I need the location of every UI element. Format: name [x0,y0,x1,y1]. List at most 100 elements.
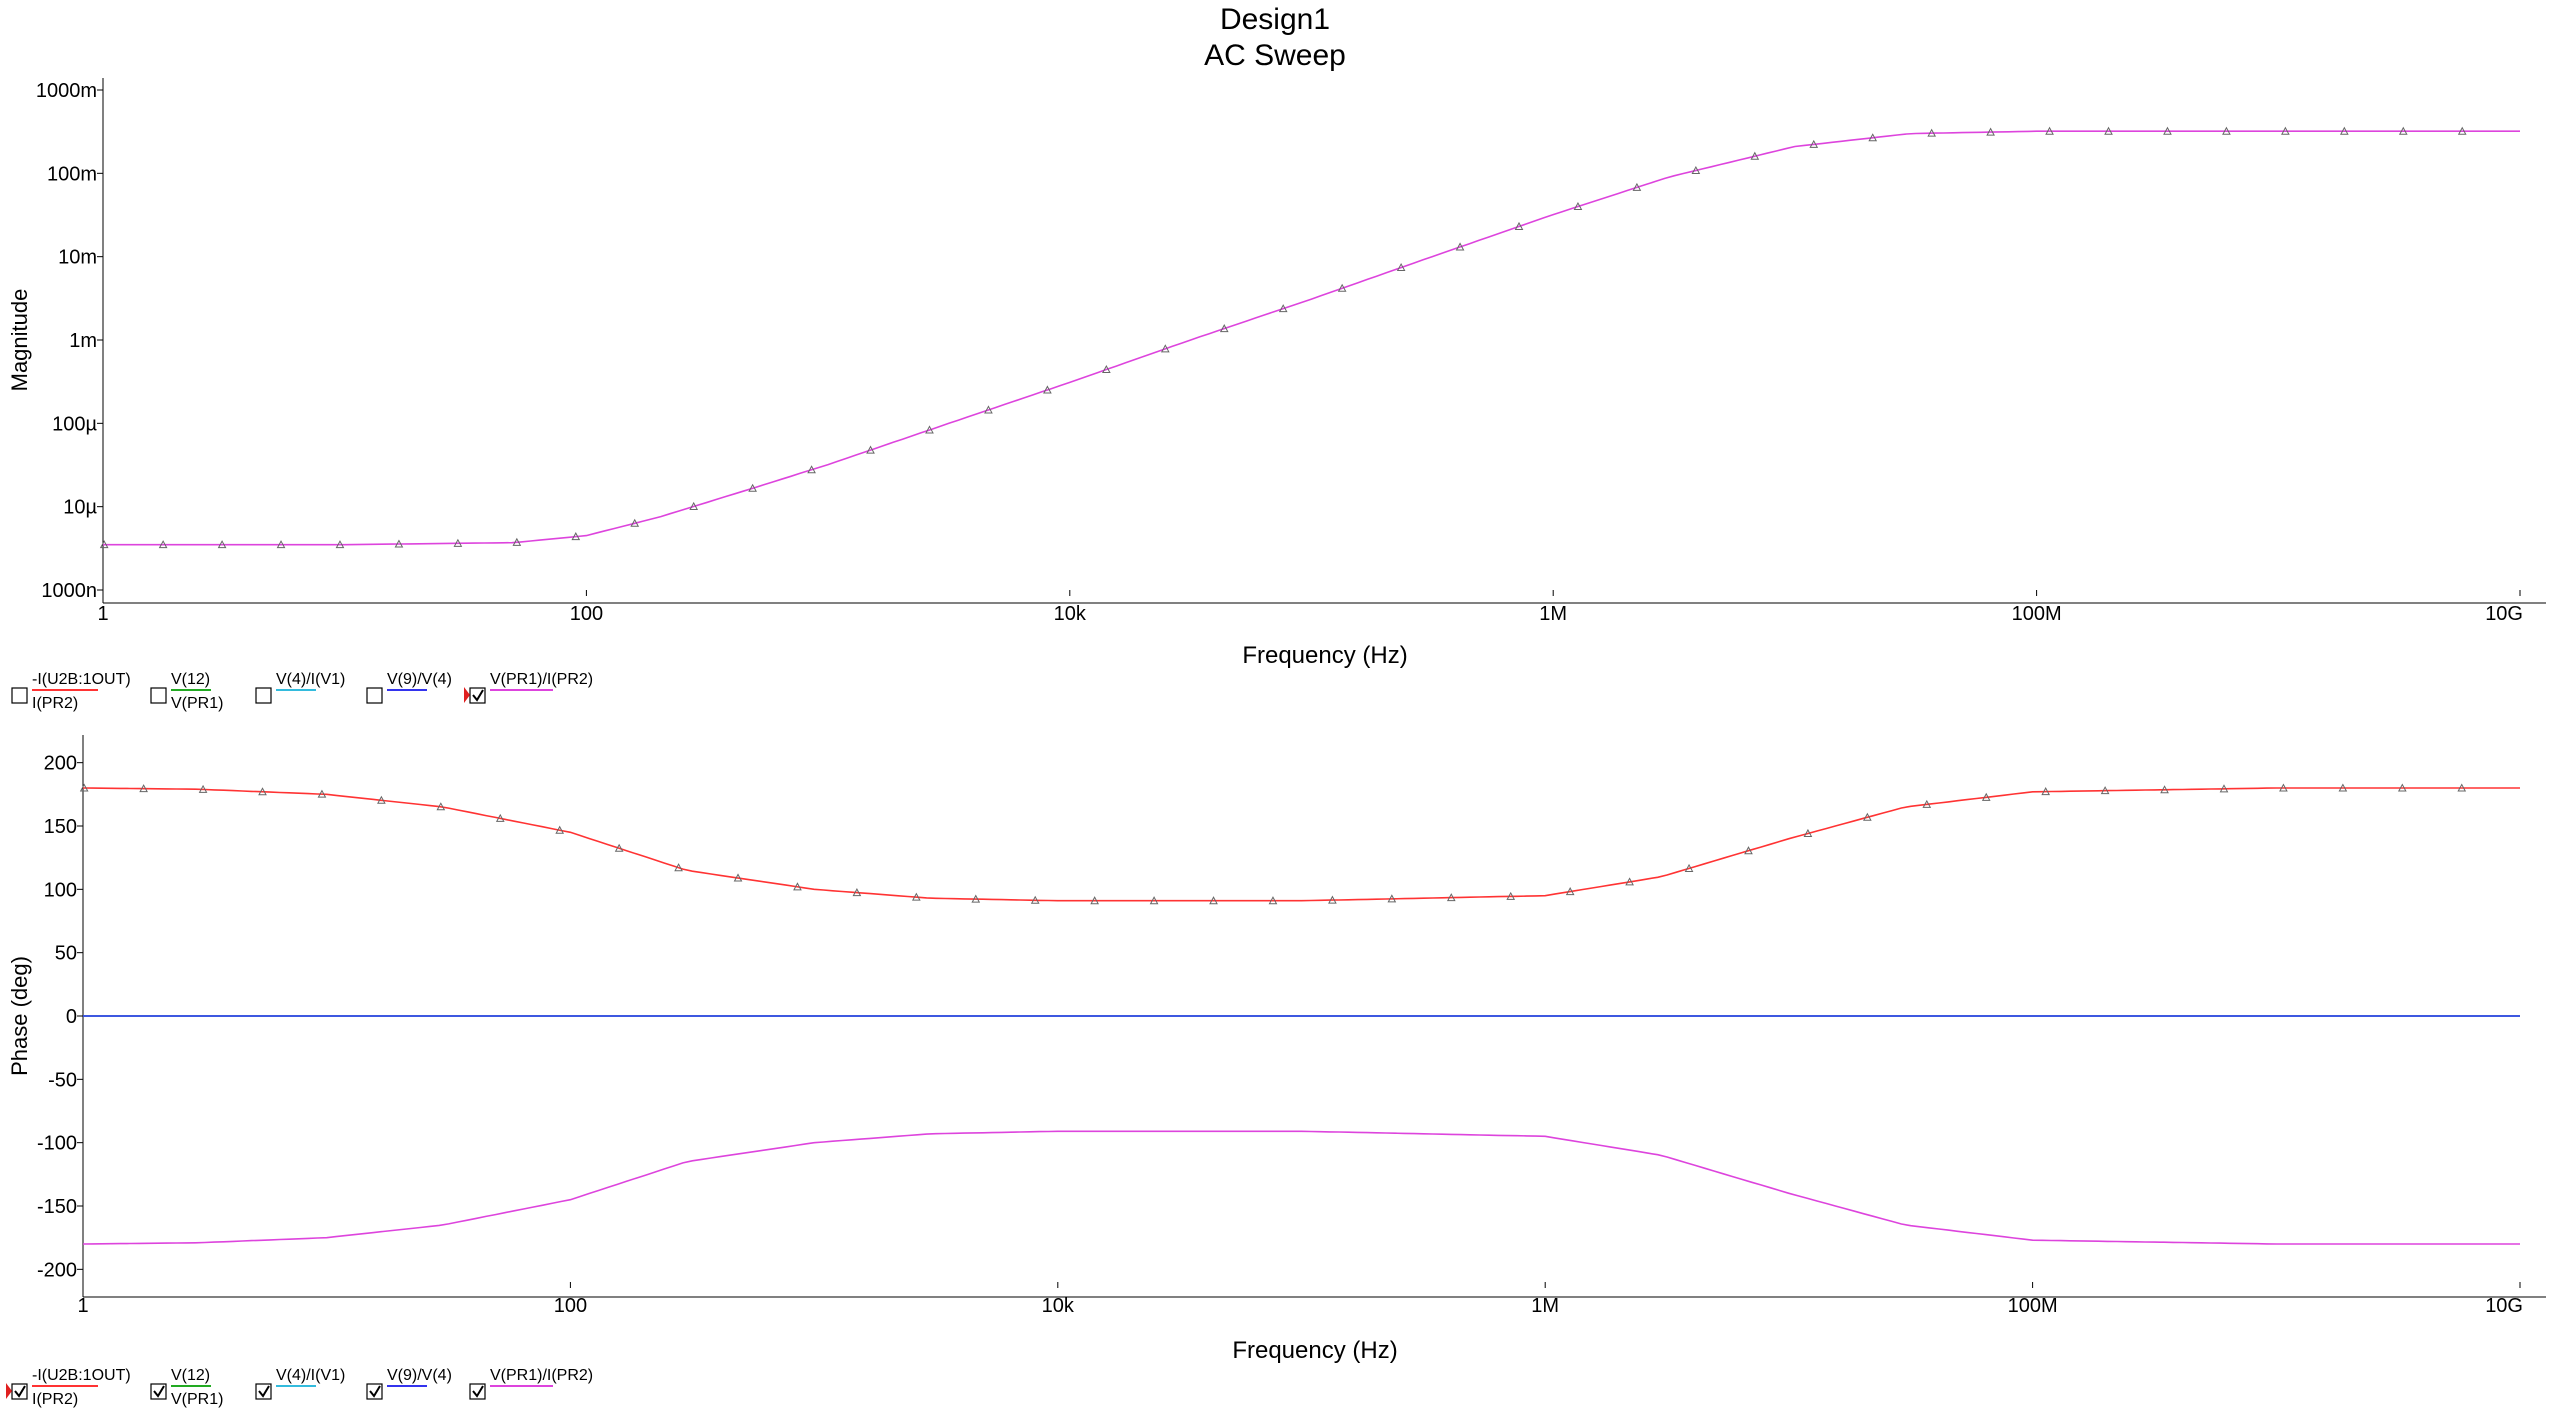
legend-item-3[interactable]: V(9)/V(4) [366,671,452,704]
phase-series-marker [436,802,446,811]
legend-item-2[interactable]: V(4)/I(V1) [255,1367,345,1400]
magnitude-series-marker [748,483,757,492]
legend-label: V(9)/V(4) [387,1367,452,1384]
legend-item-1[interactable]: V(12) V(PR1) [150,1367,223,1408]
magnitude-series [99,126,2520,549]
phase-series-marker [377,795,386,804]
checkmark-icon [472,689,484,702]
phase-series-marker [1090,896,1099,905]
phase-y-axis-label: Phase (deg) [7,956,32,1076]
phase-series-marker [911,892,921,901]
magnitude-series-line-0 [103,130,2520,546]
phase-x-ticks: 1 100 10k 1M 100M 10G [77,1282,2523,1317]
magnitude-series-marker [2163,126,2172,135]
analysis-title: AC Sweep [1204,39,1346,72]
phase-series-line-4 [82,1130,2520,1245]
magnitude-plot: 1000m 100m 10m 1m 100µ 10µ 1000n 1 100 10k 1M 100M… [7,78,2546,669]
magnitude-y-tick-label: 1000n [41,580,97,602]
phase-series-marker [1446,893,1456,902]
legend-checkbox-0[interactable] [11,1383,28,1400]
phase-series-marker [2457,783,2467,792]
phase-series-marker [2338,783,2348,792]
phase-series-marker [555,825,565,834]
phase-series-marker [2219,784,2229,793]
phase-y-tick-label: 200 [44,753,77,775]
magnitude-series-marker [2281,126,2290,135]
magnitude-series-marker [866,445,875,454]
magnitude-series-marker [807,465,816,474]
legend-checkbox-4[interactable] [469,687,486,704]
magnitude-series-marker [2398,126,2408,135]
phase-series-marker [2100,786,2110,795]
phase-series-marker [1863,812,1872,821]
phase-series-marker [2041,787,2051,796]
legend-label: V(PR1)/I(PR2) [490,671,593,688]
phase-series-marker [1506,891,1516,900]
legend-item-2[interactable]: V(4)/I(V1) [255,671,345,704]
magnitude-y-tick-label: 1m [69,330,97,352]
legend-label: V(12) [171,1367,210,1384]
phase-series-marker [971,894,981,903]
checkmark-icon [472,1385,484,1398]
legend-checkbox-2[interactable] [255,687,272,704]
checkmark-icon [14,1385,26,1398]
magnitude-y-tick-label: 10µ [63,497,97,519]
active-trace-marker-icon [6,1383,12,1399]
phase-y-tick-label: -200 [37,1259,77,1281]
phase-series-marker [2279,783,2288,792]
phase-x-tick-label: 1M [1531,1295,1559,1317]
phase-series-marker [793,882,802,891]
magnitude-series-marker [99,540,109,549]
magnitude-x-tick-label: 100 [570,603,603,625]
magnitude-series-marker [2339,126,2349,135]
magnitude-series-marker [1102,364,1111,374]
phase-x-tick-label: 100M [2008,1295,2058,1317]
legend-item-3[interactable]: V(9)/V(4) [366,1367,452,1400]
phase-y-tick-label: 100 [44,879,77,901]
phase-x-tick-label: 10G [2485,1295,2523,1317]
phase-series-marker [1149,896,1159,905]
phase-series-marker [1981,792,1991,801]
legend-checkbox-2[interactable] [255,1383,272,1400]
magnitude-y-tick-label: 100µ [52,413,97,435]
phase-y-tick-label: -50 [48,1069,77,1091]
phase-series-marker [614,843,624,852]
legend-checkbox-3[interactable] [366,1383,383,1400]
legend-item-1[interactable]: V(12) V(PR1) [150,671,223,712]
legend-checkbox-1[interactable] [150,1383,167,1400]
legend-item-0[interactable]: -I(U2B:1OUT) I(PR2) [6,1367,131,1408]
phase-x-tick-label: 1 [77,1295,88,1317]
legend-item-4[interactable]: V(PR1)/I(PR2) [469,1367,593,1400]
magnitude-series-marker [1986,127,1995,136]
phase-series-marker [258,787,267,796]
phase-series-marker [733,873,743,882]
legend-item-0[interactable]: -I(U2B:1OUT) I(PR2) [11,671,131,712]
phase-y-tick-label: 150 [44,816,77,838]
phase-y-tick-label: 50 [55,943,77,965]
magnitude-series-marker [2045,126,2054,135]
phase-y-tick-label: -150 [37,1196,77,1218]
phase-legend: -I(U2B:1OUT) I(PR2) V(12) V(PR1) V(4)/I(V1) V… [6,1367,593,1408]
magnitude-series-marker [2104,126,2113,135]
active-trace-marker-icon [464,687,470,703]
legend-checkbox-4[interactable] [469,1383,486,1400]
legend-checkbox-3[interactable] [366,687,383,704]
magnitude-series-marker [1573,201,1583,211]
legend-checkbox-1[interactable] [150,687,167,704]
magnitude-x-tick-label: 1 [97,603,108,625]
phase-x-tick-label: 10k [1042,1295,1075,1317]
magnitude-series-marker [2222,126,2231,135]
magnitude-series-marker [689,501,699,510]
phase-series-marker [852,888,862,897]
magnitude-series-marker [1278,304,1288,313]
legend-item-4[interactable]: V(PR1)/I(PR2) [464,671,593,704]
magnitude-series-marker [1632,182,1642,191]
magnitude-x-axis-label: Frequency (Hz) [1242,642,1407,669]
magnitude-y-axis-label: Magnitude [7,289,32,392]
magnitude-series-marker [571,532,581,541]
magnitude-series-marker [1219,324,1229,333]
magnitude-series-marker [1043,385,1052,394]
legend-label: -I(U2B:1OUT) [32,671,131,688]
legend-checkbox-0[interactable] [11,687,28,704]
